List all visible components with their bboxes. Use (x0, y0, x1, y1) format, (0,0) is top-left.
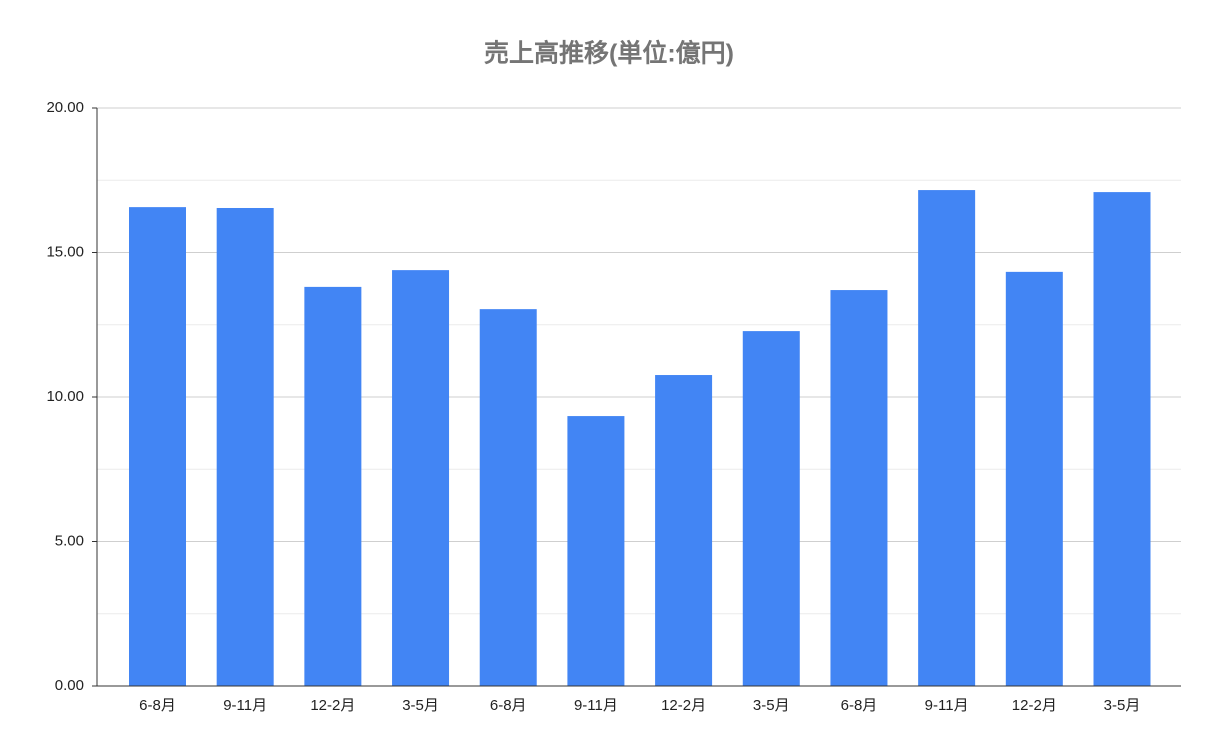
bar (918, 190, 976, 687)
x-tick-label: 9-11月 (223, 697, 267, 714)
bar (216, 207, 274, 686)
x-tick-label: 3-5月 (753, 697, 790, 714)
x-tick-label: 12-2月 (310, 697, 355, 714)
bar (1093, 192, 1151, 686)
x-tick-label: 6-8月 (841, 697, 878, 714)
y-tick-label: 5.00 (55, 532, 84, 549)
bar (304, 286, 362, 686)
bar (655, 375, 713, 686)
x-tick-label: 12-2月 (661, 697, 706, 714)
x-tick-label: 6-8月 (139, 697, 176, 714)
y-tick-label: 0.00 (55, 677, 84, 694)
bar (830, 290, 888, 686)
x-tick-label: 3-5月 (1104, 697, 1141, 714)
x-tick-label: 3-5月 (402, 697, 439, 714)
x-tick-label: 12-2月 (1012, 697, 1057, 714)
y-tick-label: 15.00 (46, 243, 84, 260)
x-tick-label: 9-11月 (925, 697, 969, 714)
y-tick-label: 20.00 (46, 99, 84, 116)
bar (567, 416, 625, 686)
x-tick-label: 6-8月 (490, 697, 527, 714)
bar (479, 309, 537, 686)
bar (392, 270, 450, 686)
chart-title: 売上高推移(単位:億円) (484, 39, 734, 68)
bar (129, 207, 186, 686)
bar (742, 331, 800, 686)
x-tick-label: 9-11月 (574, 697, 618, 714)
y-tick-label: 10.00 (46, 388, 84, 405)
bar (1005, 271, 1063, 686)
